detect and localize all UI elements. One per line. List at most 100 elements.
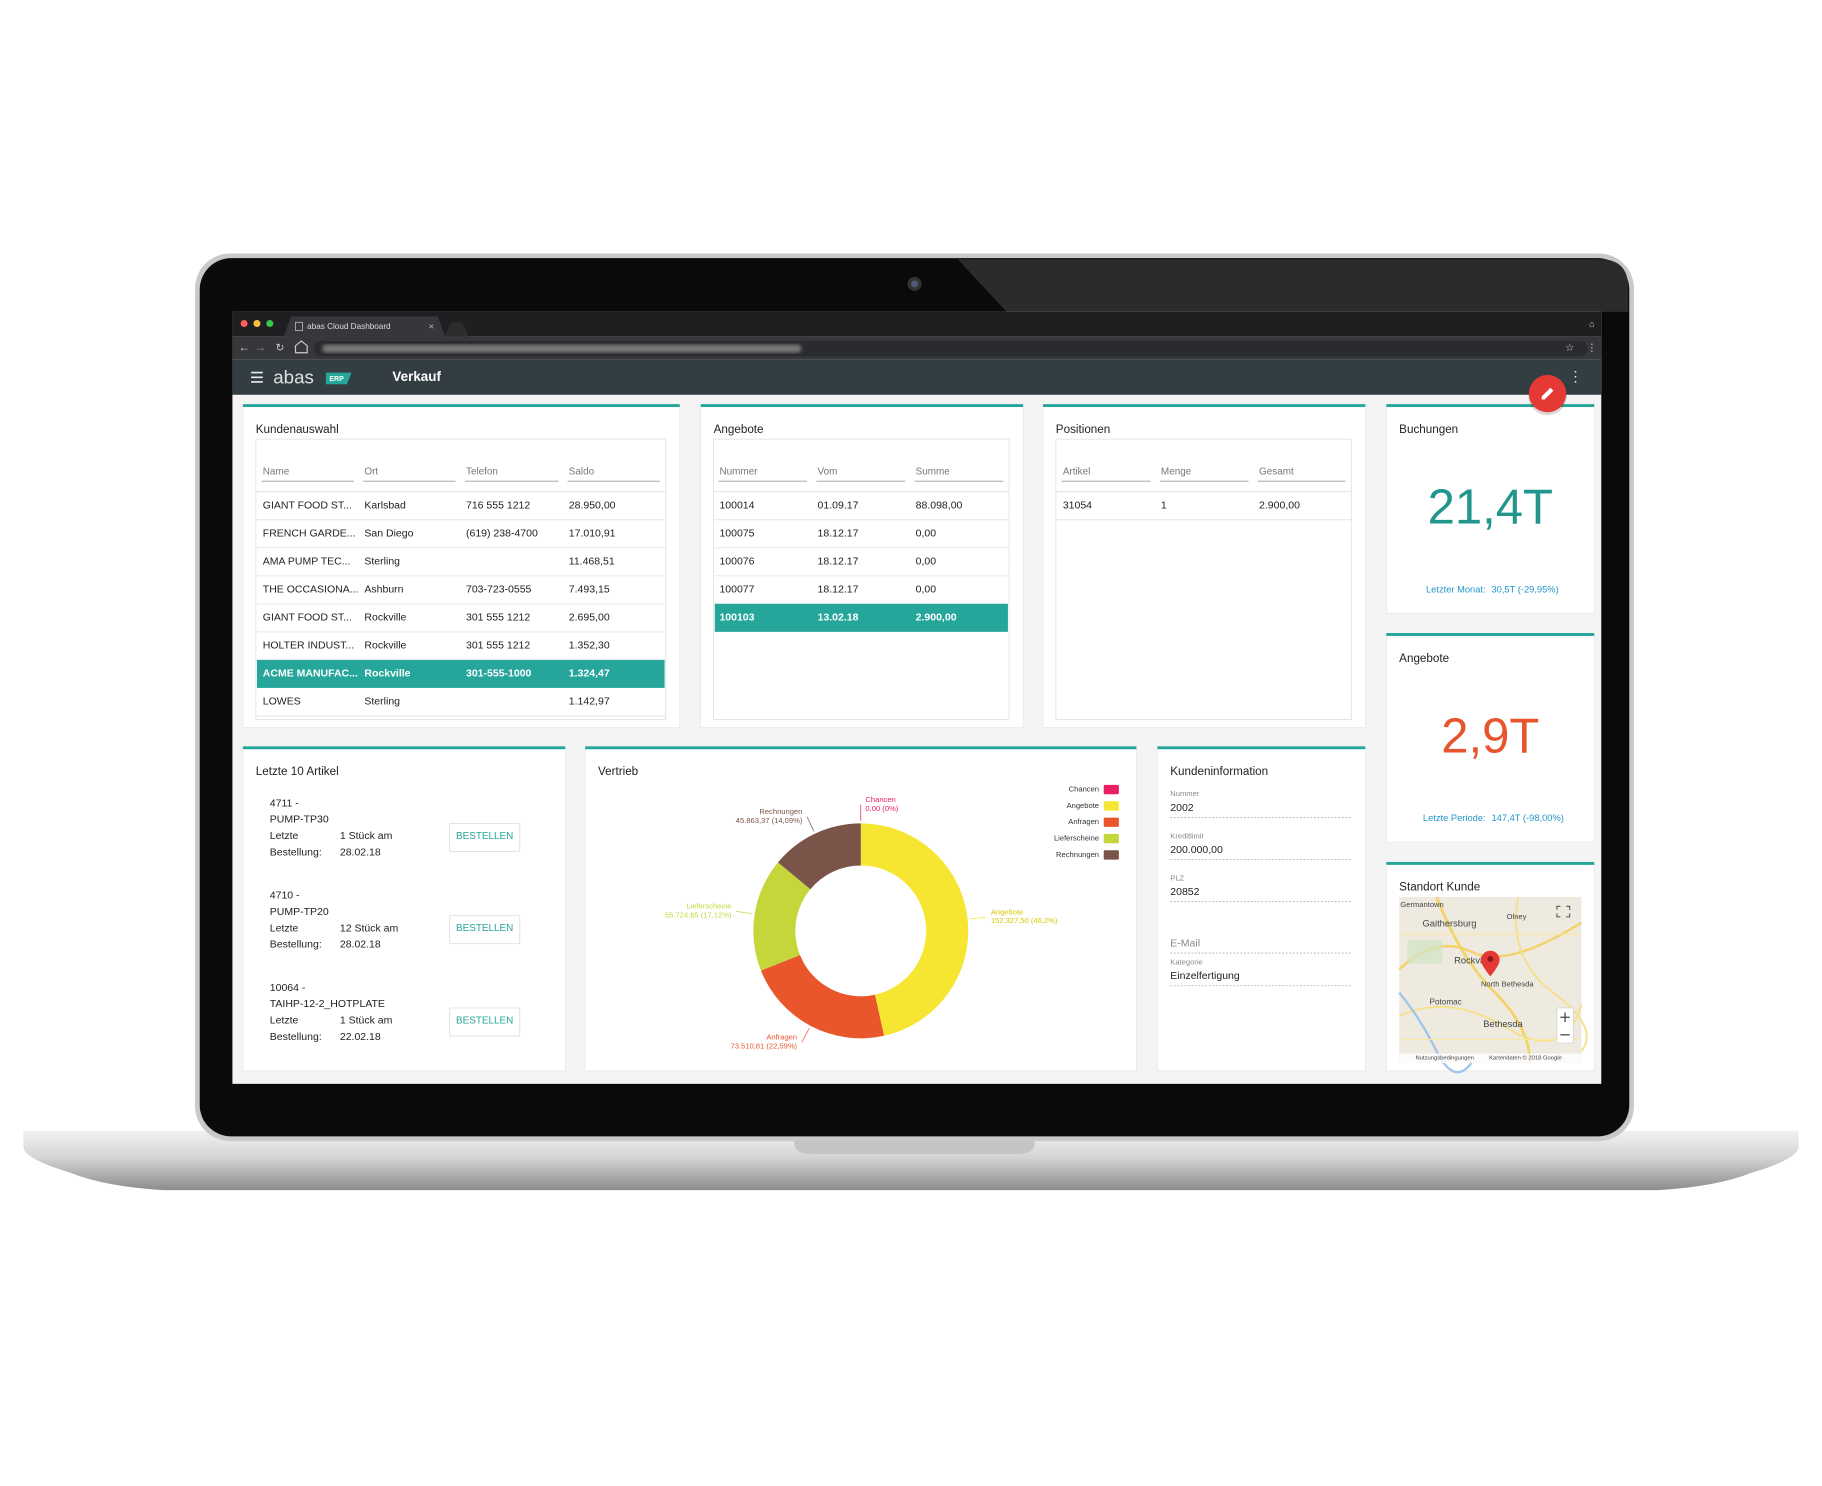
- column-header[interactable]: Summe: [916, 466, 951, 477]
- column-header[interactable]: Ort: [364, 466, 378, 477]
- table-cell[interactable]: 703-723-0555: [466, 584, 532, 596]
- nav-reload[interactable]: ↻: [276, 342, 285, 354]
- donut-segment[interactable]: [760, 955, 885, 1039]
- table-cell[interactable]: 13.02.18: [818, 612, 859, 624]
- table-cell[interactable]: 0,00: [916, 528, 937, 540]
- table-cell[interactable]: 2.900,00: [916, 612, 957, 624]
- table-cell[interactable]: Sterling: [364, 696, 400, 708]
- column-header[interactable]: Name: [263, 466, 290, 477]
- table-cell[interactable]: 1: [1161, 500, 1167, 512]
- order-button[interactable]: [449, 1007, 521, 1037]
- table-cell[interactable]: 1.324,47: [569, 668, 610, 680]
- map[interactable]: [1399, 896, 1582, 1063]
- table-cell[interactable]: (619) 238-4700: [466, 528, 538, 540]
- donut-label-name: Rechnungen: [759, 807, 802, 816]
- donut-label-value: 152.327,50 (46,2%): [991, 916, 1058, 925]
- table-cell[interactable]: 1.142,97: [569, 696, 610, 708]
- column-header[interactable]: Saldo: [569, 466, 595, 477]
- table-cell[interactable]: 301 555 1212: [466, 612, 530, 624]
- table-cell[interactable]: 0,00: [916, 556, 937, 568]
- kpi-value: 21,4T: [1428, 480, 1553, 534]
- table-cell[interactable]: 18.12.17: [818, 528, 859, 540]
- column-header[interactable]: Gesamt: [1259, 466, 1294, 477]
- window-maximize[interactable]: [266, 320, 274, 328]
- donut-segment[interactable]: [753, 862, 811, 971]
- column-header[interactable]: Vom: [818, 466, 838, 477]
- table-cell[interactable]: Ashburn: [364, 584, 403, 596]
- column-header[interactable]: Menge: [1161, 466, 1192, 477]
- browser-menu[interactable]: ⋮: [1587, 342, 1598, 354]
- window-close[interactable]: [240, 320, 248, 328]
- order-button-label[interactable]: BESTELLEN: [456, 1015, 513, 1026]
- article-name: PUMP-TP30: [270, 814, 329, 826]
- table-cell[interactable]: 100077: [719, 584, 754, 596]
- table-cell[interactable]: 7.493,15: [569, 584, 610, 596]
- table-cell[interactable]: ACME MANUFAC...: [263, 668, 358, 680]
- card-angebote_kpi-title: Angebote: [1399, 652, 1449, 665]
- table-cell[interactable]: 100103: [719, 612, 754, 624]
- table-cell[interactable]: HOLTER INDUST...: [263, 640, 354, 652]
- order-button-label[interactable]: BESTELLEN: [456, 923, 513, 934]
- table-cell[interactable]: 18.12.17: [818, 556, 859, 568]
- table-cell[interactable]: Sterling: [364, 556, 400, 568]
- table-cell[interactable]: 18.12.17: [818, 584, 859, 596]
- table-cell[interactable]: Rockville: [364, 612, 406, 624]
- table-cell[interactable]: 11.468,51: [569, 556, 615, 568]
- nav-forward[interactable]: →: [255, 341, 267, 354]
- table-cell[interactable]: FRENCH GARDE...: [263, 528, 356, 540]
- column-header[interactable]: Nummer: [719, 466, 758, 477]
- table-cell[interactable]: San Diego: [364, 528, 413, 540]
- table-cell[interactable]: THE OCCASIONA...: [263, 584, 359, 596]
- selected-row[interactable]: [714, 603, 1008, 632]
- table-cell[interactable]: AMA PUMP TEC...: [263, 556, 351, 568]
- table-cell[interactable]: 28.950,00: [569, 500, 616, 512]
- selected-row[interactable]: [256, 659, 665, 688]
- table-cell[interactable]: 100076: [719, 556, 754, 568]
- bezel-glare: [957, 259, 1629, 312]
- tab-close[interactable]: ×: [429, 322, 434, 332]
- table-cell[interactable]: GIANT FOOD ST...: [263, 612, 352, 624]
- menu-icon[interactable]: [251, 371, 263, 383]
- column-header[interactable]: Artikel: [1063, 466, 1091, 477]
- nav-back[interactable]: ←: [238, 341, 250, 354]
- map-place: Gaithersburg: [1423, 918, 1477, 928]
- map-fullscreen[interactable]: [1556, 905, 1571, 918]
- browser-tab[interactable]: [283, 316, 445, 337]
- donut-segment[interactable]: [777, 823, 861, 890]
- table-cell[interactable]: 1.352,30: [569, 640, 610, 652]
- article-qty: 1 Stück am: [340, 1015, 393, 1027]
- table-cell[interactable]: Rockville: [364, 668, 410, 680]
- column-header[interactable]: Telefon: [466, 466, 498, 477]
- order-button[interactable]: [449, 915, 521, 945]
- table-cell[interactable]: LOWES: [263, 696, 301, 708]
- table-cell[interactable]: 2.695,00: [569, 612, 610, 624]
- table-cell[interactable]: 88.098,00: [916, 500, 963, 512]
- table-cell[interactable]: 2.900,00: [1259, 500, 1300, 512]
- table-cell[interactable]: 01.09.17: [818, 500, 859, 512]
- table-cell[interactable]: Karlsbad: [364, 500, 406, 512]
- legend-swatch: [1103, 817, 1119, 827]
- table-cell[interactable]: 716 555 1212: [466, 500, 530, 512]
- table-cell[interactable]: 31054: [1063, 500, 1092, 512]
- table-cell[interactable]: 0,00: [916, 584, 937, 596]
- table-cell[interactable]: GIANT FOOD ST...: [263, 500, 352, 512]
- new-tab[interactable]: [444, 322, 469, 337]
- card-letzte-artikel-accent: [242, 746, 566, 750]
- donut-segment[interactable]: [860, 823, 969, 1036]
- table-cell[interactable]: 17.010,91: [569, 528, 616, 540]
- table-cell[interactable]: 100075: [719, 528, 754, 540]
- app-menu[interactable]: ⋮: [1569, 368, 1583, 384]
- order-button[interactable]: [449, 822, 521, 852]
- window-minimize[interactable]: [253, 320, 261, 328]
- table-cell[interactable]: Rockville: [364, 640, 406, 652]
- map-pin[interactable]: [1480, 950, 1500, 977]
- table-cell[interactable]: 100014: [719, 500, 754, 512]
- map-road: [1398, 992, 1473, 1074]
- card-positionen-accent: [1042, 404, 1366, 408]
- order-button-label[interactable]: BESTELLEN: [456, 831, 513, 842]
- table-cell[interactable]: 301 555 1212: [466, 640, 530, 652]
- nav-home[interactable]: [294, 340, 308, 354]
- table-cell[interactable]: 301-555-1000: [466, 668, 532, 680]
- bookmark-star[interactable]: ☆: [1565, 342, 1575, 354]
